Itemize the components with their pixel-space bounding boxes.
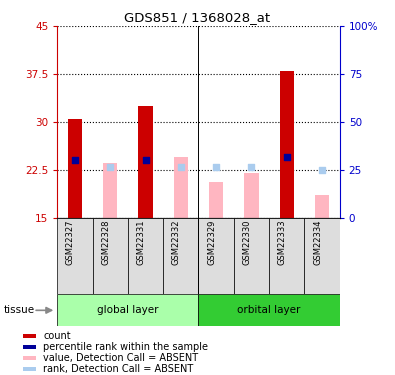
- Bar: [199, 217, 234, 294]
- Bar: [280, 71, 294, 217]
- Point: [142, 157, 149, 163]
- Text: GDS851 / 1368028_at: GDS851 / 1368028_at: [124, 11, 271, 24]
- Text: GSM22329: GSM22329: [207, 220, 216, 265]
- Bar: [103, 164, 117, 218]
- Point: [72, 157, 78, 163]
- Point: [319, 166, 325, 172]
- Text: GSM22332: GSM22332: [172, 220, 181, 265]
- Bar: [23, 368, 36, 371]
- Text: value, Detection Call = ABSENT: value, Detection Call = ABSENT: [43, 353, 199, 363]
- Bar: [23, 356, 36, 360]
- Bar: [315, 195, 329, 217]
- Text: GSM22333: GSM22333: [278, 220, 287, 266]
- Bar: [57, 217, 92, 294]
- Point: [107, 164, 113, 170]
- Bar: [23, 345, 36, 349]
- Point: [248, 164, 255, 170]
- Bar: [68, 118, 82, 218]
- Text: rank, Detection Call = ABSENT: rank, Detection Call = ABSENT: [43, 364, 194, 374]
- Bar: [128, 217, 163, 294]
- Text: orbital layer: orbital layer: [237, 305, 301, 315]
- Bar: [269, 217, 305, 294]
- Bar: [139, 106, 152, 218]
- Bar: [305, 217, 340, 294]
- Text: global layer: global layer: [97, 305, 159, 315]
- Text: GSM22327: GSM22327: [66, 220, 75, 265]
- Point: [178, 164, 184, 170]
- Bar: [92, 217, 128, 294]
- Bar: [174, 157, 188, 218]
- Bar: [209, 183, 223, 218]
- Text: count: count: [43, 331, 71, 340]
- Text: GSM22330: GSM22330: [243, 220, 252, 265]
- Bar: [199, 294, 340, 326]
- Bar: [163, 217, 198, 294]
- Point: [284, 154, 290, 160]
- Text: percentile rank within the sample: percentile rank within the sample: [43, 342, 209, 352]
- Bar: [245, 173, 258, 217]
- Bar: [23, 334, 36, 338]
- Text: tissue: tissue: [4, 305, 35, 315]
- Bar: [234, 217, 269, 294]
- Text: GSM22328: GSM22328: [101, 220, 110, 265]
- Point: [213, 164, 219, 170]
- Bar: [57, 294, 199, 326]
- Text: GSM22331: GSM22331: [137, 220, 145, 265]
- Text: GSM22334: GSM22334: [313, 220, 322, 265]
